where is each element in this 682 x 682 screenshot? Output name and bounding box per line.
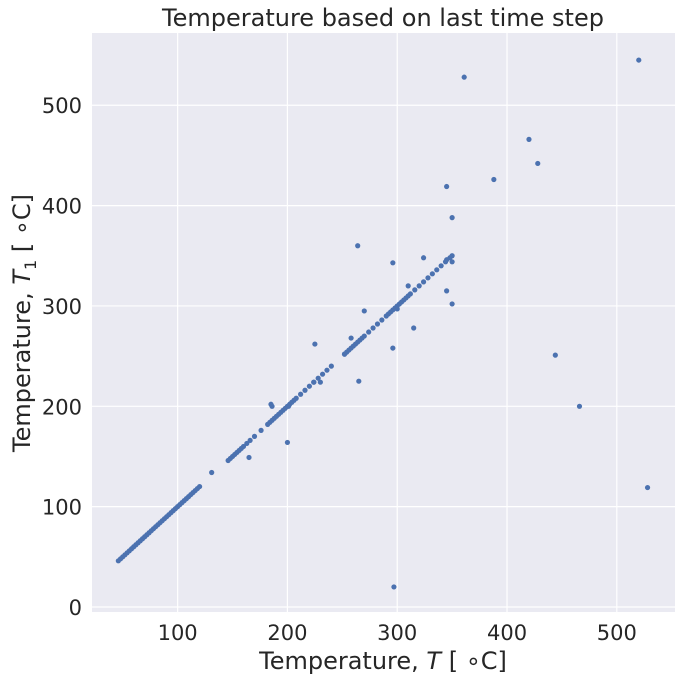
data-point xyxy=(348,335,354,341)
data-point xyxy=(355,243,361,249)
x-axis-label: Temperature, T [ ∘C] xyxy=(258,647,507,675)
data-point xyxy=(361,333,367,339)
x-tick-label: 300 xyxy=(377,621,417,645)
data-point xyxy=(429,271,435,277)
data-point xyxy=(284,439,291,446)
data-point xyxy=(293,395,299,401)
data-point xyxy=(444,257,450,263)
data-point xyxy=(196,483,203,490)
grid xyxy=(92,33,675,612)
x-tick-label: 400 xyxy=(487,621,527,645)
data-point xyxy=(298,391,304,397)
data-point xyxy=(356,378,362,384)
y-tick-label: 400 xyxy=(42,195,82,219)
data-point xyxy=(526,136,532,142)
data-point xyxy=(251,433,258,439)
data-point xyxy=(315,375,321,381)
data-point xyxy=(306,383,312,389)
data-point xyxy=(319,371,326,377)
x-tick-label: 500 xyxy=(597,621,637,645)
data-point xyxy=(411,325,417,331)
data-point xyxy=(311,379,317,385)
data-point xyxy=(366,329,372,335)
data-point xyxy=(449,301,455,307)
data-point xyxy=(244,440,250,447)
data-point xyxy=(328,363,334,369)
data-point xyxy=(636,57,642,63)
data-point xyxy=(434,267,440,273)
data-point xyxy=(552,352,558,358)
x-tick-label: 200 xyxy=(267,621,307,645)
data-point xyxy=(438,263,444,269)
data-point xyxy=(379,317,385,323)
y-tick-label: 200 xyxy=(42,395,82,419)
data-point xyxy=(247,437,253,444)
data-point xyxy=(405,283,411,289)
data-point xyxy=(535,160,541,167)
y-axis-label: Temperature, T1 [ ∘C] xyxy=(8,194,40,453)
y-tick-labels: 0 100 200 300 400 500 xyxy=(42,94,82,620)
data-point xyxy=(407,291,413,297)
data-point xyxy=(644,484,651,491)
data-point xyxy=(374,321,381,327)
y-tick-label: 0 xyxy=(69,596,82,620)
data-point xyxy=(258,427,264,433)
data-point xyxy=(394,306,400,312)
plot-background xyxy=(92,33,675,612)
data-point xyxy=(324,367,330,373)
data-point xyxy=(420,255,427,261)
data-point xyxy=(449,259,455,265)
data-point xyxy=(390,345,396,351)
data-point xyxy=(341,351,348,357)
y-tick-label: 500 xyxy=(42,94,82,118)
data-point xyxy=(425,275,431,281)
data-point xyxy=(444,288,450,294)
data-point xyxy=(416,283,422,289)
data-point xyxy=(449,215,455,221)
data-point xyxy=(412,287,418,293)
y-tick-label: 300 xyxy=(42,295,82,319)
data-point xyxy=(268,401,274,407)
data-point xyxy=(461,74,467,80)
data-point xyxy=(390,260,396,266)
data-point xyxy=(317,379,323,385)
data-point xyxy=(361,308,367,314)
data-point xyxy=(444,183,450,190)
data-point xyxy=(420,279,427,285)
data-points xyxy=(115,57,651,590)
data-point xyxy=(370,325,376,331)
data-point xyxy=(391,584,397,590)
data-point xyxy=(246,454,252,461)
data-point xyxy=(576,403,583,409)
data-point xyxy=(491,176,497,183)
data-point xyxy=(209,469,215,476)
y-tick-label: 100 xyxy=(42,496,82,520)
x-tick-label: 100 xyxy=(158,621,198,645)
data-point xyxy=(240,443,247,450)
data-point xyxy=(285,403,292,409)
data-point xyxy=(449,253,455,259)
x-tick-labels: 100 200 300 400 500 xyxy=(158,621,637,645)
chart-title: Temperature based on last time step xyxy=(161,4,604,32)
data-point xyxy=(312,341,318,347)
data-point xyxy=(302,387,308,393)
